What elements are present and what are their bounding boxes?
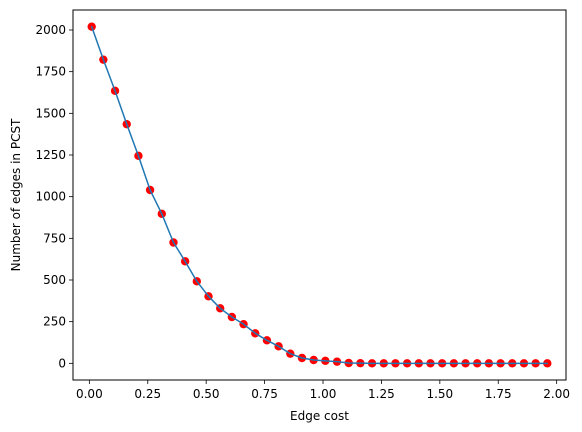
- x-tick-label: 0.50: [193, 387, 220, 401]
- y-tick-label: 250: [43, 315, 66, 329]
- y-tick-label: 750: [43, 231, 66, 245]
- y-tick-label: 0: [58, 356, 66, 370]
- x-tick-label: 1.75: [485, 387, 512, 401]
- y-tick-label: 2000: [35, 23, 66, 37]
- x-tick-label: 1.50: [426, 387, 453, 401]
- data-series: [87, 22, 552, 368]
- x-tick-label: 0.00: [76, 387, 103, 401]
- x-axis-label: Edge cost: [290, 409, 349, 423]
- series-line: [90, 25, 549, 365]
- y-tick-label: 1750: [35, 65, 66, 79]
- y-axis-label: Number of edges in PCST: [9, 118, 23, 271]
- y-axis-ticks: 0 250 500 750 1000 1250 1500 1750 2000: [35, 23, 73, 370]
- y-tick-label: 1500: [35, 106, 66, 120]
- y-tick-label: 1000: [35, 190, 66, 204]
- x-tick-label: 0.25: [134, 387, 161, 401]
- plot-frame: [72, 9, 567, 381]
- x-tick-label: 1.25: [368, 387, 395, 401]
- y-tick-label: 500: [43, 273, 66, 287]
- x-tick-label: 1.00: [310, 387, 337, 401]
- x-tick-label: 2.00: [543, 387, 570, 401]
- y-tick-label: 1250: [35, 148, 66, 162]
- x-axis-ticks: 0.00 0.25 0.50 0.75 1.00 1.25 1.50 1.75 2.00: [76, 380, 570, 401]
- x-tick-label: 0.75: [251, 387, 278, 401]
